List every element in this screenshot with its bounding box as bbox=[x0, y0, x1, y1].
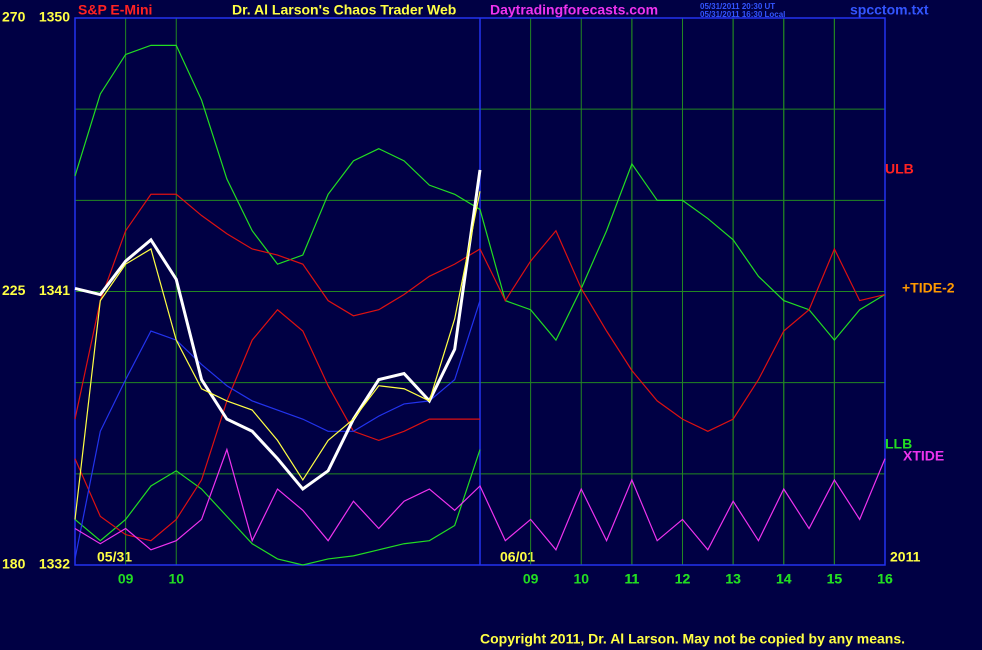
timestamp: 05/31/2011 20:30 UT bbox=[700, 2, 775, 11]
x-tick-label: 09 bbox=[118, 571, 134, 587]
timestamp: 05/31/2011 16:30 Local bbox=[700, 10, 785, 19]
series-line bbox=[74, 300, 481, 560]
y2-tick-label: 180 bbox=[2, 556, 26, 572]
x-tick-label: 14 bbox=[776, 571, 792, 587]
x-tick-label: 10 bbox=[573, 571, 589, 587]
y2-tick-label: 225 bbox=[2, 282, 26, 298]
x-tick-label: 16 bbox=[877, 571, 893, 587]
x-tick-label: 13 bbox=[725, 571, 741, 587]
file-name: spcctom.txt bbox=[850, 2, 929, 18]
series-label: ULB bbox=[885, 161, 914, 177]
symbol: S&P E-Mini bbox=[78, 2, 152, 18]
x-tick-label: 09 bbox=[523, 571, 539, 587]
x-tick-label: 14 bbox=[776, 571, 792, 587]
date-label: 05/31 bbox=[97, 549, 132, 565]
x-tick-label: 12 bbox=[675, 571, 691, 587]
chart-title: Dr. Al Larson's Chaos Trader Web bbox=[232, 2, 456, 18]
x-tick-label: 12 bbox=[675, 571, 691, 587]
series-label: XTIDE bbox=[903, 448, 944, 464]
y-tick-label: 1350 bbox=[39, 9, 70, 25]
series-label: LLB bbox=[885, 436, 912, 452]
y-tick-label: 1341 bbox=[39, 282, 70, 298]
x-tick-label: 11 bbox=[624, 571, 639, 587]
series-line bbox=[74, 44, 886, 342]
series-line bbox=[74, 169, 482, 492]
site: Daytradingforecasts.com bbox=[490, 2, 658, 18]
y2-tick-label: 270 bbox=[2, 9, 26, 25]
series-line bbox=[74, 449, 481, 566]
series-line bbox=[74, 191, 481, 520]
x-tick-label: 11 bbox=[624, 571, 639, 587]
series-line bbox=[74, 193, 886, 432]
y-tick-label: 1332 bbox=[39, 556, 70, 572]
x-tick-label: 10 bbox=[168, 571, 184, 587]
date-label: 06/01 bbox=[500, 549, 535, 565]
x-tick-label: 15 bbox=[827, 571, 843, 587]
date-label: 2011 bbox=[890, 549, 921, 565]
x-tick-label: 16 bbox=[877, 571, 893, 587]
series-line bbox=[74, 447, 886, 551]
x-tick-label: 13 bbox=[725, 571, 741, 587]
copyright: Copyright 2011, Dr. Al Larson. May not b… bbox=[480, 631, 905, 647]
series-line bbox=[74, 308, 480, 542]
series-label: +TIDE-2 bbox=[902, 280, 955, 296]
x-tick-label: 15 bbox=[827, 571, 843, 587]
